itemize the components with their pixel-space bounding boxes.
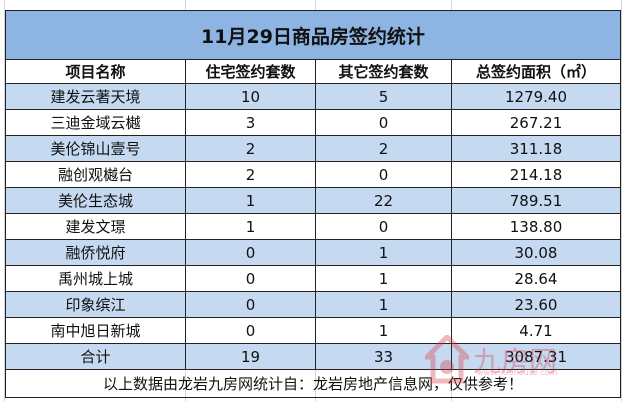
cell-total-area: 789.51	[509, 191, 563, 210]
cell-other-units: 1	[316, 292, 452, 317]
cell-project-name: 美伦生态城	[6, 188, 186, 213]
table-row: 融创观樾台 2 0 214.18	[6, 162, 620, 188]
cell-total-area: 1279.40	[504, 87, 568, 106]
source-note: 以上数据由龙岩九房网统计自：龙岩房地产信息网，仅供参考！	[102, 375, 523, 393]
table-row: 印象缤江 0 1 23.60	[6, 292, 620, 318]
table-row: 禹州城上城 0 1 28.64	[6, 266, 620, 292]
total-residential: 19	[186, 344, 316, 369]
cell-project-name: 建发文璟	[6, 214, 186, 239]
total-area: 3087.31	[504, 347, 568, 366]
table-row: 建发云著天境 10 5 1279.40	[6, 84, 620, 110]
table-row: 美伦生态城 1 22 789.51	[6, 188, 620, 214]
cell-other-units: 1	[316, 240, 452, 265]
total-label: 合计	[6, 344, 186, 369]
header-row: 项目名称 住宅签约套数 其它签约套数 总签约面积（㎡）	[6, 60, 620, 84]
cell-project-name: 美伦锦山壹号	[6, 136, 186, 161]
cell-project-name: 南中旭日新城	[6, 318, 186, 343]
cell-project-name: 融侨悦府	[6, 240, 186, 265]
cell-total-area: 23.60	[514, 295, 558, 314]
cell-total-area: 311.18	[509, 139, 563, 158]
table-row: 融侨悦府 0 1 30.08	[6, 240, 620, 266]
cell-other-units: 1	[316, 266, 452, 291]
cell-other-units: 0	[316, 110, 452, 135]
cell-residential-units: 0	[186, 266, 316, 291]
cell-residential-units: 10	[186, 84, 316, 109]
cell-project-name: 建发云著天境	[6, 84, 186, 109]
header-other-units: 其它签约套数	[316, 60, 452, 83]
cell-project-name: 禹州城上城	[6, 266, 186, 291]
cell-project-name: 印象缤江	[6, 292, 186, 317]
cell-residential-units: 1	[186, 214, 316, 239]
cell-total-area: 267.21	[509, 113, 563, 132]
cell-residential-units: 3	[186, 110, 316, 135]
cell-other-units: 2	[316, 136, 452, 161]
cell-residential-units: 0	[186, 240, 316, 265]
header-total-area: 总签约面积（㎡）	[475, 63, 596, 81]
cell-total-area: 28.64	[514, 269, 558, 288]
cell-total-area: 4.71	[519, 321, 553, 340]
cell-residential-units: 1	[186, 188, 316, 213]
cell-total-area: 138.80	[509, 217, 563, 236]
cell-residential-units: 0	[186, 292, 316, 317]
cell-project-name: 三迪金域云樾	[6, 110, 186, 135]
header-residential-units: 住宅签约套数	[186, 60, 316, 83]
cell-other-units: 1	[316, 318, 452, 343]
cell-other-units: 0	[316, 162, 452, 187]
cell-other-units: 0	[316, 214, 452, 239]
table-row: 三迪金域云樾 3 0 267.21	[6, 110, 620, 136]
cell-other-units: 22	[316, 188, 452, 213]
table-row: 南中旭日新城 0 1 4.71	[6, 318, 620, 344]
table-row: 建发文璟 1 0 138.80	[6, 214, 620, 240]
header-project-name: 项目名称	[6, 60, 186, 83]
total-row: 合计 19 33 3087.31	[6, 344, 620, 370]
cell-residential-units: 0	[186, 318, 316, 343]
cell-project-name: 融创观樾台	[6, 162, 186, 187]
cell-residential-units: 2	[186, 136, 316, 161]
cell-total-area: 30.08	[514, 243, 558, 262]
cell-residential-units: 2	[186, 162, 316, 187]
cell-other-units: 5	[316, 84, 452, 109]
table-title: 11月29日商品房签约统计	[6, 11, 620, 60]
table-row: 美伦锦山壹号 2 2 311.18	[6, 136, 620, 162]
signing-stats-table: 11月29日商品房签约统计 项目名称 住宅签约套数 其它签约套数 总签约面积（㎡…	[5, 10, 621, 398]
total-other: 33	[316, 344, 452, 369]
cell-total-area: 214.18	[509, 165, 563, 184]
